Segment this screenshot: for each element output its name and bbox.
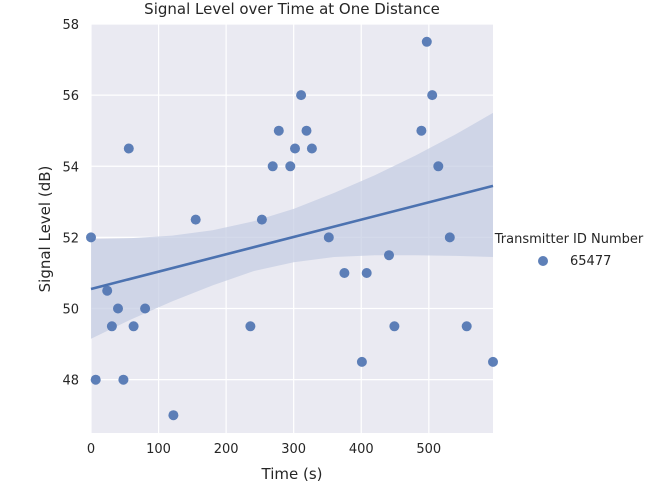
data-point — [296, 90, 307, 101]
data-point — [323, 232, 334, 243]
y-tick-label: 54 — [62, 160, 79, 175]
data-point — [384, 250, 394, 261]
regression-line-path — [90, 184, 494, 291]
legend-entry-label: 65477 — [570, 254, 611, 269]
data-point — [361, 268, 372, 278]
data-point — [306, 143, 317, 154]
x-axis-label: Time (s) — [261, 465, 323, 483]
data-point — [113, 303, 123, 314]
y-tick-labels: 48 50 52 54 56 58 — [62, 18, 79, 389]
x-tick-label: 100 — [146, 442, 171, 457]
data-point — [86, 232, 96, 243]
chart-title: Signal Level over Time at One Distance — [144, 0, 440, 18]
confidence-band — [91, 112, 493, 339]
data-point — [339, 268, 350, 278]
x-tick-label: 300 — [281, 442, 306, 457]
data-point — [190, 214, 201, 225]
legend: Transmitter ID Number 65477 — [494, 232, 644, 269]
scatter-points — [86, 36, 498, 421]
y-tick-label: 56 — [62, 89, 79, 104]
legend-marker — [538, 256, 548, 266]
data-point — [273, 125, 284, 136]
data-point — [433, 161, 444, 172]
data-point — [245, 321, 256, 332]
x-tick-label: 500 — [416, 442, 441, 457]
data-point — [102, 285, 113, 296]
regression-line — [90, 184, 494, 291]
confidence-band-area — [91, 112, 493, 339]
data-point — [256, 214, 267, 225]
x-tick-label: 200 — [214, 442, 239, 457]
data-point — [106, 321, 117, 332]
y-tick-label: 52 — [62, 231, 79, 246]
data-point — [128, 321, 139, 332]
data-point — [90, 374, 101, 385]
data-point — [356, 356, 367, 367]
x-tick-label: 400 — [349, 442, 374, 457]
data-point — [285, 161, 296, 172]
x-tick-labels: 0 100 200 300 400 500 — [87, 442, 441, 457]
data-point — [118, 374, 129, 385]
y-tick-label: 58 — [62, 18, 79, 33]
data-point — [140, 303, 151, 314]
y-tick-label: 50 — [62, 303, 79, 318]
data-point — [389, 321, 400, 332]
y-axis-label: Signal Level (dB) — [36, 166, 54, 293]
data-point — [416, 125, 427, 136]
data-point — [427, 90, 438, 101]
x-tick-label: 0 — [87, 442, 95, 457]
y-tick-label: 48 — [62, 374, 79, 389]
data-point — [168, 410, 179, 421]
data-point — [488, 356, 498, 367]
data-point — [461, 321, 472, 332]
data-point — [123, 143, 134, 154]
data-point — [301, 125, 312, 136]
data-point — [444, 232, 455, 243]
data-point — [267, 161, 278, 172]
data-point — [290, 143, 300, 154]
data-point — [421, 36, 432, 47]
legend-title: Transmitter ID Number — [494, 232, 644, 247]
